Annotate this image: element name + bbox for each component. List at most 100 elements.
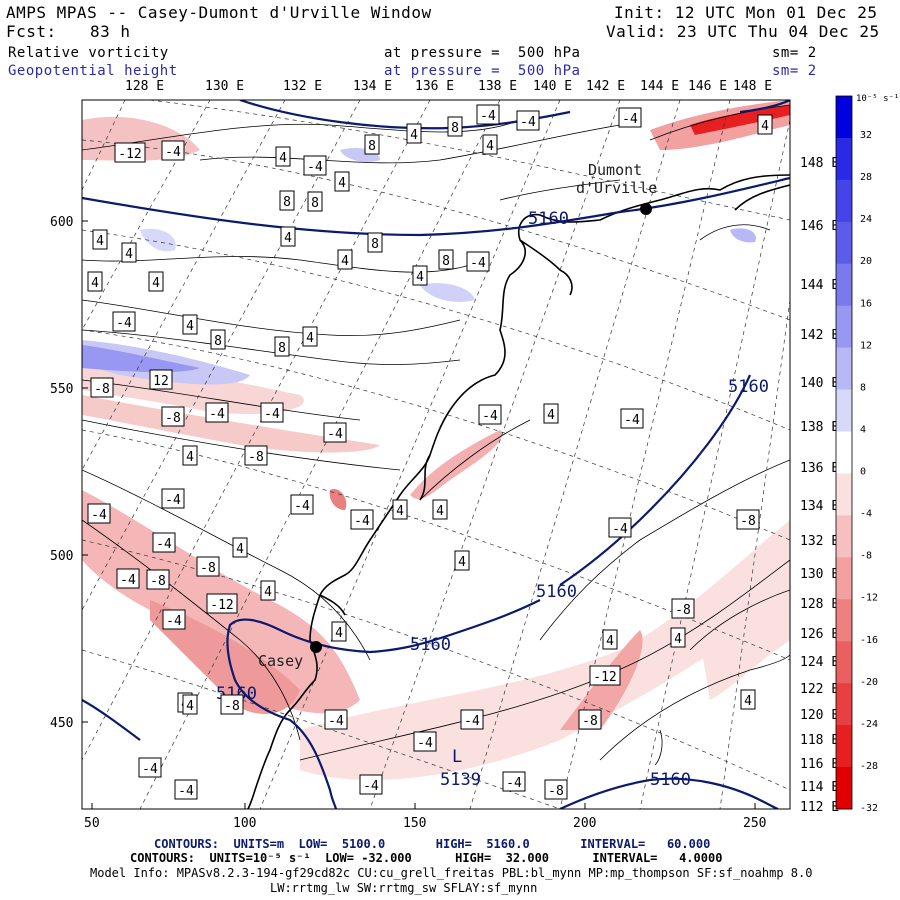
vorticity-label-box [671,598,695,619]
vorticity-label: -12 [118,147,141,162]
vorticity-label-box [740,689,756,710]
vorticity-label: 8 [311,196,319,211]
vorticity-label: 4 [547,408,555,423]
top-longitude-label: 144 E [640,79,679,94]
vorticity-label-box [670,627,686,648]
x-axis: 50 100 150 200 250 [84,803,766,831]
top-longitude-label: 138 E [478,79,517,94]
vorticity-label: 4 [606,634,614,649]
vorticity-label: -4 [178,784,194,799]
vorticity-label: -4 [417,736,433,751]
colorbar-label: -16 [860,635,878,646]
vorticity-label-box [359,774,383,795]
vorticity-label: -8 [548,784,564,799]
right-longitude-label: 120 E [800,708,839,723]
colorbar-label: 8 [860,382,866,393]
place-label-durville: d'Urville [576,179,657,197]
vorticity-label: 4 [284,231,292,246]
colorbar-swatch [836,179,852,223]
vorticity-label-box [476,104,500,125]
forecast-hour: 83 h [90,22,131,41]
vorticity-label-box [174,779,198,800]
vorticity-label-box [210,329,226,350]
field1-name: Relative vorticity [8,45,169,61]
colorbar-swatch [836,473,852,516]
vorticity-label: 4 [761,119,769,134]
colorbar-label: -28 [860,761,878,772]
init-time: Init: 12 UTC Mon 01 Dec 25 [614,3,878,22]
right-longitude-label: 130 E [800,567,839,582]
right-longitude-label: 134 E [800,499,839,514]
colorbar-swatch [836,431,852,474]
vorticity-label: -12 [210,598,233,613]
top-longitude-label: 148 E [733,79,772,94]
vorticity-label: 4 [674,632,682,647]
vorticity-label: 4 [96,234,104,249]
low-symbol: L [452,747,462,767]
y-tick-label: 450 [50,716,73,731]
colorbar-unit: 10⁻⁵ s⁻¹ [856,94,899,104]
right-longitude-label: 148 E [800,156,839,171]
vorticity-label: 4 [341,254,349,269]
vorticity-label: -4 [328,714,344,729]
vorticity-label: -4 [624,413,640,428]
vorticity-label: 4 [306,331,314,346]
vorticity-label-box [413,731,437,752]
vorticity-label: 4 [338,176,346,191]
vorticity-label: -4 [307,160,323,175]
vorticity-label-box [146,569,170,590]
vorticity-label: 8 [283,195,291,210]
right-longitude-label: 138 E [800,420,839,435]
field2-smoothing: sm= 2 [772,63,817,79]
forecast-label: Fcst: [6,22,57,41]
vorticity-label-box [138,757,162,778]
vorticity-label: -8 [94,382,110,397]
vorticity-label-box [90,377,114,398]
colorbar-swatch [836,599,852,642]
right-longitude-label: 122 E [800,682,839,697]
right-longitude-label: 124 E [800,655,839,670]
dumont-durville-marker [640,203,652,215]
plot-frame [81,99,791,810]
vorticity-label-box [244,445,268,466]
vorticity-label: -4 [120,573,136,588]
vorticity-label-box [274,336,290,357]
vorticity-label: 8 [371,237,379,252]
field2-level: at pressure = 500 hPa [384,63,581,79]
vorticity-label: -8 [582,714,598,729]
colorbar-label: 16 [860,298,872,309]
height-label: 5160 [728,377,769,397]
vorticity-label-box [364,134,380,155]
right-longitude-label: 144 E [800,278,839,293]
vorticity-label-box [482,134,498,155]
vorticity-label-box [275,146,291,167]
vorticity-label: 4 [458,555,466,570]
vorticity-label-box [438,249,454,270]
vorticity-label-box [334,171,350,192]
right-longitude-labels: 148 E 146 E 144 E 142 E 140 E 138 E 136 E 134 E… [800,156,839,815]
colorbar-swatch [836,767,852,810]
vorticity-label: -12 [593,670,616,685]
field1-level: at pressure = 500 hPa [384,45,581,61]
right-longitude-label: 136 E [800,461,839,476]
plot-area: Dumont d'Urville Casey 5160 5160 5160 51… [82,100,790,809]
vorticity-label-box [161,140,185,161]
vorticity-label: -4 [209,407,225,422]
vorticity-label: -4 [482,409,498,424]
colorbar: 32 28 24 20 16 12 8 4 0 -4 -8 -12 -16 -20 -24 -28 -32 [835,95,878,814]
vorticity-label: 4 [486,139,494,154]
y-axis: 600 550 500 450 [50,215,88,731]
vorticity-label-box [608,517,632,538]
height-contour-info: CONTOURS: UNITS=m LOW= 5100.0 HIGH= 5160… [154,837,711,851]
vorticity-label: -4 [165,145,181,160]
vorticity-label: -4 [520,115,536,130]
x-tick-label: 250 [743,816,766,831]
vorticity-label: 4 [186,699,194,714]
vorticity-label: -4 [354,514,370,529]
vorticity-label-box [116,568,140,589]
vorticity-label-box [121,242,137,263]
vorticity-label-box [460,709,484,730]
vorticity-label: -4 [264,407,280,422]
vorticity-label-box [182,314,198,335]
field1-smoothing: sm= 2 [772,45,817,61]
